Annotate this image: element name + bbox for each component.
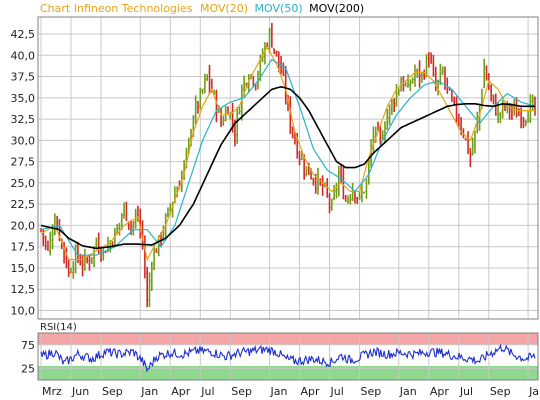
- price-y-tick-label: 42,5: [11, 28, 36, 41]
- mov200-line: [40, 85, 535, 250]
- rsi-y-axis-labels: 25 75: [21, 339, 35, 376]
- price-y-tick-label: 15,0: [11, 262, 36, 275]
- x-tick-label: Jan: [140, 385, 158, 398]
- rsi-path: [40, 343, 536, 373]
- price-y-tick-label: 35,0: [11, 92, 36, 105]
- moving-average-lines: [40, 45, 536, 262]
- x-tick-label: Sep: [102, 385, 123, 398]
- x-axis-labels: Mrz Jun Sep Jan Apr Jul Sep Jan Apr Jul Sep Jan Apr J…: [42, 385, 540, 398]
- price-y-tick-label: 25,0: [11, 177, 36, 190]
- rsi-panel-frame: [37, 332, 539, 381]
- rsi-panel-label: RSI(14): [40, 322, 77, 333]
- rsi-y-tick-label: 75: [21, 339, 35, 352]
- x-tick-label: Sep: [490, 385, 511, 398]
- rsi-oversold-band: [38, 365, 538, 380]
- x-tick-label: Mrz: [42, 385, 62, 398]
- x-tick-label: Apr: [430, 385, 450, 398]
- x-tick-label: Jul: [330, 385, 344, 398]
- x-tick-label: Sep: [361, 385, 382, 398]
- price-y-tick-label: 37,5: [11, 71, 36, 84]
- price-y-tick-label: 40,0: [11, 49, 36, 62]
- x-tick-label: Jul: [459, 385, 473, 398]
- rsi-y-tick-label: 25: [21, 362, 35, 375]
- price-y-tick-label: 12,5: [11, 283, 36, 296]
- rsi-bands: [38, 333, 538, 380]
- price-y-axis-labels: 10,0 12,5 15,0 17,5 20,0 22,5 25,0 27,5 30,0 32,5…: [11, 28, 36, 317]
- legend-mov50: MOV(50): [255, 2, 303, 15]
- rsi-line: [40, 343, 536, 373]
- x-tick-label: Apr: [301, 385, 321, 398]
- price-y-tick-label: 27,5: [11, 156, 36, 169]
- x-tick-label: Apr: [171, 385, 191, 398]
- chart-title-text: Chart Infineon Technologies: [40, 2, 193, 15]
- legend-mov200: MOV(200): [309, 2, 364, 15]
- x-tick-label: Jan: [399, 385, 417, 398]
- price-y-tick-label: 20,0: [11, 219, 36, 232]
- price-y-tick-label: 10,0: [11, 304, 36, 317]
- x-tick-label: Jan: [528, 385, 540, 398]
- rsi-grid: [38, 333, 538, 380]
- price-y-tick-label: 32,5: [11, 113, 36, 126]
- x-tick-label: Sep: [231, 385, 252, 398]
- price-y-tick-label: 17,5: [11, 241, 36, 254]
- price-y-tick-label: 30,0: [11, 134, 36, 147]
- x-tick-label: Jul: [200, 385, 214, 398]
- mov50-line: [40, 58, 536, 256]
- price-panel-frame: [37, 16, 539, 320]
- mov20-line: [40, 45, 535, 262]
- rsi-overbought-band: [38, 333, 538, 345]
- legend-mov20: MOV(20): [200, 2, 248, 15]
- chart-title: Chart Infineon Technologies MOV(20) MOV(…: [40, 2, 364, 15]
- x-tick-label: Jan: [270, 385, 288, 398]
- x-tick-label: Jun: [71, 385, 89, 398]
- price-y-tick-label: 22,5: [11, 198, 36, 211]
